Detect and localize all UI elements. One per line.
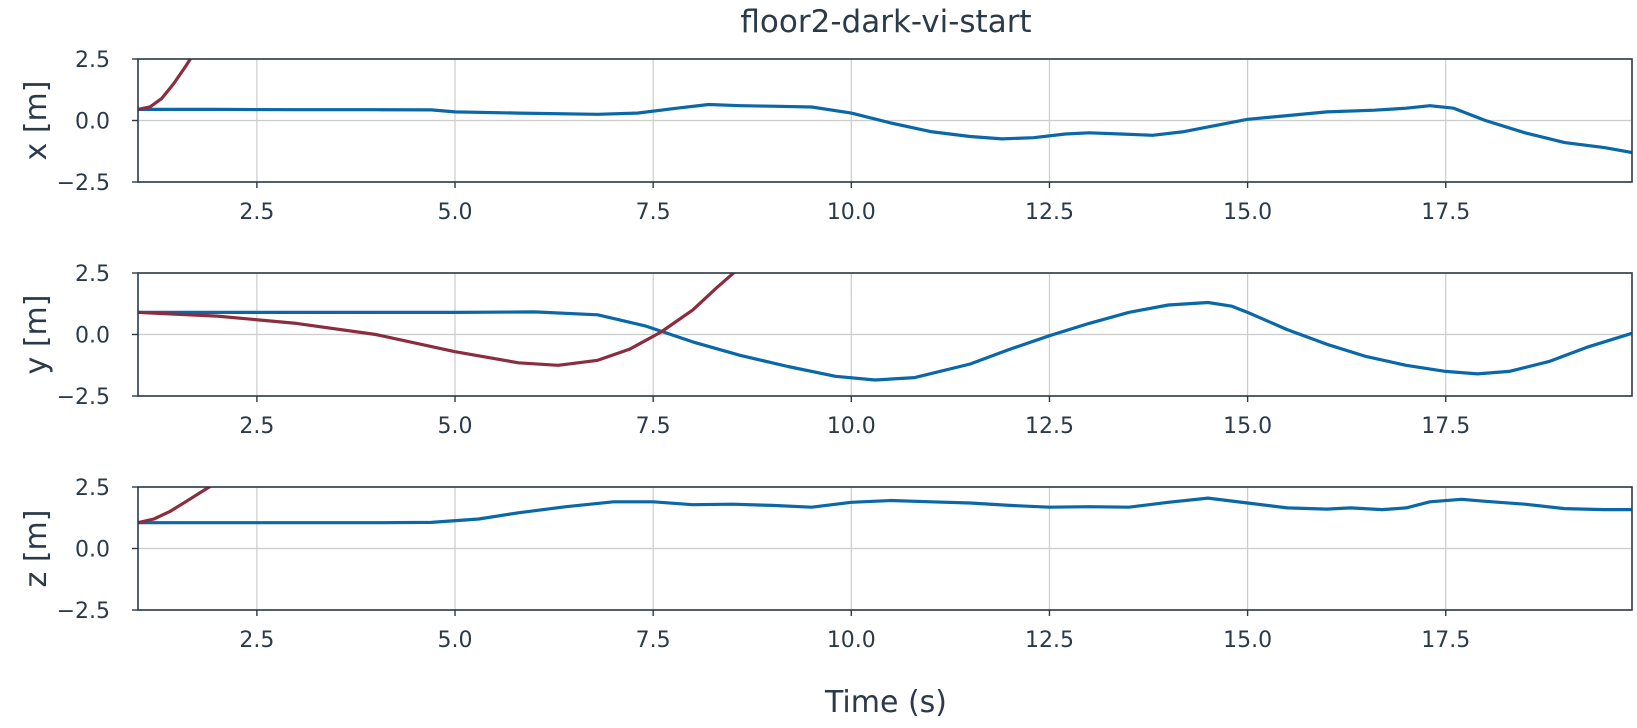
y-tick-label: 0.0 — [75, 110, 110, 135]
x-tick-label: 15.0 — [1223, 200, 1272, 225]
y-tick-label: −2.5 — [57, 599, 110, 624]
y-tick-label: 0.0 — [75, 538, 110, 563]
y-axis-title-y: y [m] — [19, 295, 54, 375]
x-tick-label: 2.5 — [239, 200, 274, 225]
y-tick-label: 2.5 — [75, 48, 110, 73]
series-estimate-x — [138, 59, 193, 112]
x-tick-label: 15.0 — [1223, 414, 1272, 439]
subplot-z: 2.5 5.0 7.5 10.0 12.5 15.0 17.5 −2.5 0.0 2.5 z [m] — [19, 476, 1633, 653]
x-tick-label: 12.5 — [1025, 200, 1074, 225]
x-tick-label: 7.5 — [636, 414, 671, 439]
x-tick-label: 12.5 — [1025, 414, 1074, 439]
series-ground-truth-y — [138, 300, 1632, 382]
x-tick-label: 2.5 — [239, 628, 274, 653]
series-ground-truth-x — [138, 102, 1632, 155]
y-tick-label: 2.5 — [75, 476, 110, 501]
y-axis-title-x: x [m] — [19, 81, 54, 161]
chart-title: floor2-dark-vi-start — [740, 4, 1031, 40]
y-tick-label: −2.5 — [57, 171, 110, 196]
y-tick-label: 2.5 — [75, 262, 110, 287]
series-estimate-z — [138, 487, 213, 525]
x-tick-label: 17.5 — [1421, 200, 1470, 225]
y-tick-label: −2.5 — [57, 385, 110, 410]
x-tick-label: 7.5 — [636, 628, 671, 653]
x-tick-label: 5.0 — [438, 414, 473, 439]
subplot-x: 2.5 5.0 7.5 10.0 12.5 15.0 17.5 −2.5 0.0 2.5 x [m] — [19, 48, 1633, 225]
x-tick-label: 10.0 — [827, 628, 876, 653]
x-tick-label: 15.0 — [1223, 628, 1272, 653]
subplot-panels: 2.5 5.0 7.5 10.0 12.5 15.0 17.5 −2.5 0.0 2.5 x [m]… — [19, 48, 1633, 653]
x-tick-label: 2.5 — [239, 414, 274, 439]
x-tick-label: 10.0 — [827, 414, 876, 439]
x-tick-label: 17.5 — [1421, 414, 1470, 439]
series-ground-truth-z — [138, 496, 1632, 525]
x-tick-label: 5.0 — [438, 200, 473, 225]
y-tick-label: 0.0 — [75, 324, 110, 349]
subplot-y: 2.5 5.0 7.5 10.0 12.5 15.0 17.5 −2.5 0.0 2.5 y [m] — [19, 262, 1633, 439]
x-tick-label: 12.5 — [1025, 628, 1074, 653]
x-tick-label: 7.5 — [636, 200, 671, 225]
x-tick-label: 10.0 — [827, 200, 876, 225]
x-axis-title: Time (s) — [824, 685, 947, 720]
series-estimate-y — [138, 273, 736, 367]
x-tick-label: 5.0 — [438, 628, 473, 653]
y-axis-title-z: z [m] — [19, 510, 54, 588]
x-tick-label: 17.5 — [1421, 628, 1470, 653]
